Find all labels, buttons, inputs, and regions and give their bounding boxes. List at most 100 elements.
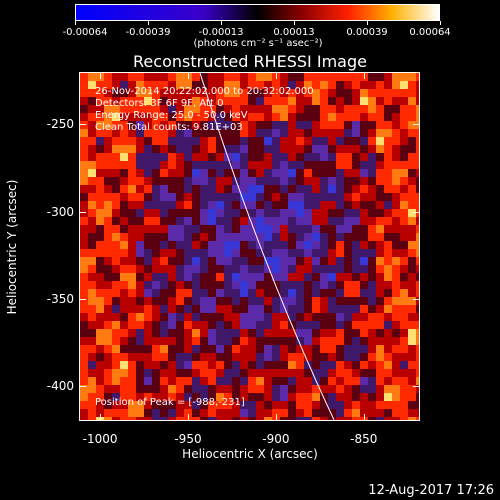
image-pixel — [160, 353, 168, 361]
image-pixel — [192, 153, 200, 161]
image-pixel — [336, 201, 344, 209]
image-pixel — [208, 289, 216, 297]
image-pixel — [152, 177, 160, 185]
image-pixel — [280, 281, 288, 289]
image-pixel — [176, 225, 184, 233]
image-pixel — [176, 137, 184, 145]
image-pixel — [384, 105, 392, 113]
image-pixel — [280, 385, 288, 393]
image-pixel — [240, 241, 248, 249]
image-pixel — [168, 273, 176, 281]
image-pixel — [240, 321, 248, 329]
image-pixel — [120, 345, 128, 353]
image-pixel — [376, 89, 384, 97]
image-pixel — [184, 153, 192, 161]
image-pixel — [416, 353, 419, 361]
image-pixel — [304, 385, 312, 393]
colorbar-tick — [367, 21, 368, 25]
image-pixel — [200, 337, 208, 345]
image-pixel — [80, 97, 88, 105]
image-pixel — [176, 401, 184, 409]
image-pixel — [344, 121, 352, 129]
image-pixel — [128, 409, 136, 417]
image-pixel — [288, 337, 296, 345]
image-pixel — [104, 345, 112, 353]
image-pixel — [216, 97, 224, 105]
image-pixel — [128, 201, 136, 209]
image-pixel — [272, 249, 280, 257]
image-pixel — [176, 105, 184, 113]
image-pixel — [96, 233, 104, 241]
image-pixel — [312, 121, 320, 129]
image-pixel — [352, 377, 360, 385]
image-pixel — [88, 337, 96, 345]
image-pixel — [112, 217, 120, 225]
image-pixel — [360, 337, 368, 345]
x-tick-label: -900 — [262, 432, 290, 446]
image-pixel — [256, 81, 264, 89]
image-pixel — [312, 401, 320, 409]
image-pixel — [272, 97, 280, 105]
image-pixel — [272, 185, 280, 193]
image-pixel — [200, 289, 208, 297]
image-pixel — [416, 241, 419, 249]
image-pixel — [400, 377, 408, 385]
image-pixel — [216, 209, 224, 217]
image-pixel — [288, 225, 296, 233]
image-pixel — [176, 313, 184, 321]
image-pixel — [280, 297, 288, 305]
image-pixel — [360, 89, 368, 97]
image-pixel — [104, 337, 112, 345]
image-pixel — [352, 217, 360, 225]
image-pixel — [216, 297, 224, 305]
image-pixel — [296, 209, 304, 217]
image-pixel — [104, 361, 112, 369]
image-pixel — [184, 353, 192, 361]
image-pixel — [312, 209, 320, 217]
image-pixel — [208, 313, 216, 321]
image-pixel — [392, 321, 400, 329]
image-pixel — [128, 105, 136, 113]
image-pixel — [136, 129, 144, 137]
image-pixel — [288, 73, 296, 81]
image-pixel — [352, 97, 360, 105]
image-pixel — [104, 129, 112, 137]
image-pixel — [296, 233, 304, 241]
image-pixel — [104, 161, 112, 169]
y-tick-label: -300 — [46, 204, 74, 219]
image-pixel — [304, 313, 312, 321]
image-pixel — [296, 129, 304, 137]
image-pixel — [280, 177, 288, 185]
image-pixel — [320, 313, 328, 321]
image-pixel — [288, 257, 296, 265]
image-pixel — [88, 217, 96, 225]
image-pixel — [296, 337, 304, 345]
image-pixel — [384, 177, 392, 185]
image-pixel — [320, 73, 328, 81]
image-pixel — [272, 297, 280, 305]
image-pixel — [232, 137, 240, 145]
image-pixel — [400, 153, 408, 161]
image-pixel — [128, 193, 136, 201]
image-pixel — [344, 153, 352, 161]
image-pixel — [112, 289, 120, 297]
image-pixel — [368, 89, 376, 97]
image-pixel — [416, 393, 419, 401]
image-pixel — [136, 113, 144, 121]
image-pixel — [312, 97, 320, 105]
image-pixel — [256, 217, 264, 225]
image-pixel — [392, 377, 400, 385]
image-pixel — [328, 361, 336, 369]
image-pixel — [400, 329, 408, 337]
image-pixel — [248, 369, 256, 377]
image-pixel — [272, 201, 280, 209]
image-pixel — [264, 265, 272, 273]
image-pixel — [152, 193, 160, 201]
image-pixel — [392, 265, 400, 273]
image-pixel — [328, 169, 336, 177]
image-pixel — [120, 201, 128, 209]
image-pixel — [296, 241, 304, 249]
image-pixel — [320, 137, 328, 145]
image-pixel — [144, 257, 152, 265]
image-pixel — [200, 273, 208, 281]
